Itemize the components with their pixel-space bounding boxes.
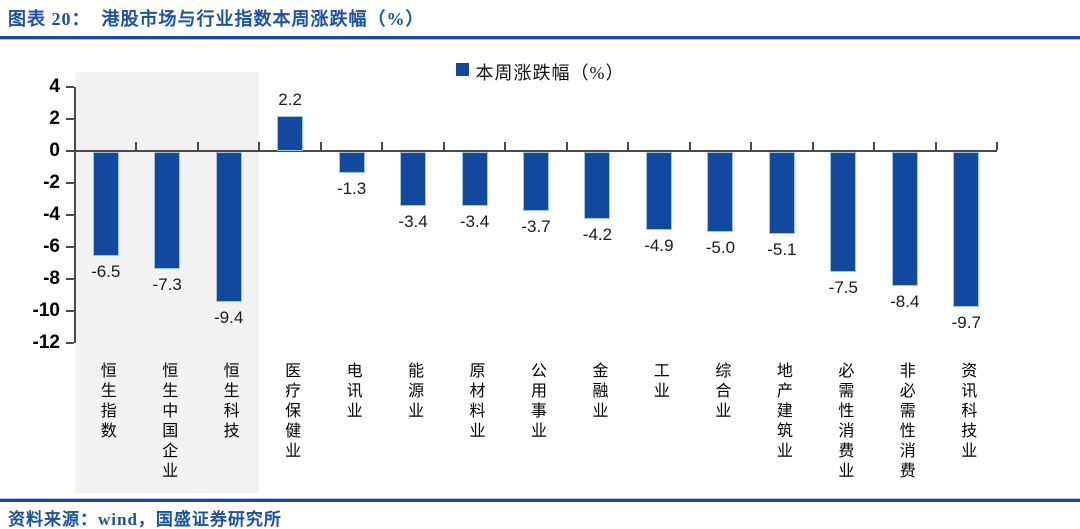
y-axis-tick — [66, 118, 74, 120]
bar — [891, 152, 918, 287]
bar-value-label: -8.4 — [890, 292, 920, 312]
bar-value-label: -5.1 — [767, 239, 797, 259]
category-label: 工业 — [650, 362, 668, 402]
category-tick — [135, 142, 138, 150]
category-label: 恒生中国企业 — [159, 362, 177, 482]
bar — [400, 152, 427, 207]
bar-value-label: -3.7 — [521, 217, 551, 237]
bar-value-label: -9.4 — [214, 308, 244, 328]
y-axis-tick-label: -6 — [43, 236, 60, 257]
category-label: 能源业 — [405, 362, 423, 422]
category-label: 医疗保健业 — [282, 362, 300, 462]
bar — [523, 152, 549, 212]
y-axis-line — [74, 87, 76, 343]
category-tick — [873, 142, 876, 150]
category-tick — [750, 142, 753, 150]
y-axis-tick — [66, 342, 74, 344]
chart-title: 图表 20： 港股市场与行业指数本周涨跌幅（%） — [8, 9, 425, 29]
y-axis-tick-label: -2 — [43, 172, 60, 193]
category-label: 恒生指数 — [97, 362, 115, 442]
bar — [461, 152, 488, 207]
bar — [277, 115, 304, 151]
category-tick — [442, 142, 445, 150]
bar — [645, 152, 672, 231]
y-axis-tick — [66, 278, 74, 280]
category-label: 金融业 — [589, 362, 607, 422]
bar-value-label: -7.5 — [828, 278, 858, 297]
bar — [92, 152, 119, 256]
category-tick — [934, 142, 937, 150]
category-label: 电讯业 — [343, 362, 361, 422]
y-axis-tick — [66, 150, 74, 152]
category-tick — [196, 142, 199, 150]
bar-value-label: -5.0 — [705, 238, 736, 257]
bar-value-label: -4.9 — [644, 236, 674, 256]
category-tick — [565, 142, 568, 150]
bar-value-label: 2.2 — [278, 89, 302, 109]
y-axis-tick-label: 0 — [49, 140, 60, 161]
y-axis-tick-label: -10 — [32, 300, 60, 321]
category-tick — [627, 142, 630, 150]
footer-divider — [0, 498, 1080, 502]
category-label: 必需性消费业 — [835, 362, 853, 482]
y-axis-tick — [66, 182, 74, 184]
chart-legend: 本周涨跌幅（%） — [0, 59, 1080, 85]
y-axis-tick — [66, 86, 74, 88]
bar — [707, 152, 734, 232]
header-divider — [0, 36, 1080, 40]
category-label: 恒生科技 — [220, 362, 238, 442]
bar-value-label: -4.2 — [582, 225, 613, 245]
category-label: 综合业 — [712, 362, 730, 422]
bar-value-label: -9.7 — [951, 313, 981, 333]
bar — [830, 152, 857, 272]
category-tick — [258, 142, 261, 150]
category-label: 非必需性消费 — [896, 362, 914, 482]
bar-value-label: -3.4 — [459, 212, 490, 232]
category-tick — [996, 142, 998, 150]
category-tick — [74, 142, 76, 150]
category-tick — [504, 142, 507, 150]
legend-label: 本周涨跌幅（%） — [475, 63, 625, 83]
category-tick — [811, 142, 814, 150]
bar-value-label: -3.4 — [398, 212, 428, 232]
bar — [768, 152, 795, 234]
x-axis-line — [75, 150, 997, 152]
bar-value-label: -7.3 — [152, 274, 182, 294]
category-tick — [381, 142, 384, 150]
category-label: 公用事业 — [528, 362, 545, 442]
y-axis-tick — [66, 246, 74, 248]
y-axis-tick-label: 4 — [49, 76, 60, 97]
bar-value-label: -6.5 — [91, 262, 121, 281]
y-axis-tick-label: -12 — [32, 332, 60, 353]
category-tick — [319, 142, 322, 150]
y-axis-tick-label: -8 — [43, 268, 60, 289]
bar — [338, 152, 365, 173]
y-axis-tick — [66, 214, 74, 216]
legend-swatch-icon — [455, 63, 469, 76]
category-label: 资讯科技业 — [958, 362, 976, 462]
category-label: 地产建筑业 — [773, 362, 791, 462]
category-label: 原材料业 — [466, 362, 484, 442]
y-axis-tick-label: -4 — [43, 204, 60, 225]
y-axis-tick-label: 2 — [49, 108, 60, 129]
bar-value-label: -1.3 — [336, 178, 367, 198]
bar — [953, 152, 980, 308]
y-axis-tick — [66, 310, 74, 312]
source-note: 资料来源：wind，国盛证券研究所 — [8, 510, 282, 529]
bar — [154, 152, 181, 269]
bar — [584, 152, 611, 220]
bar — [215, 152, 242, 303]
category-tick — [688, 142, 691, 150]
